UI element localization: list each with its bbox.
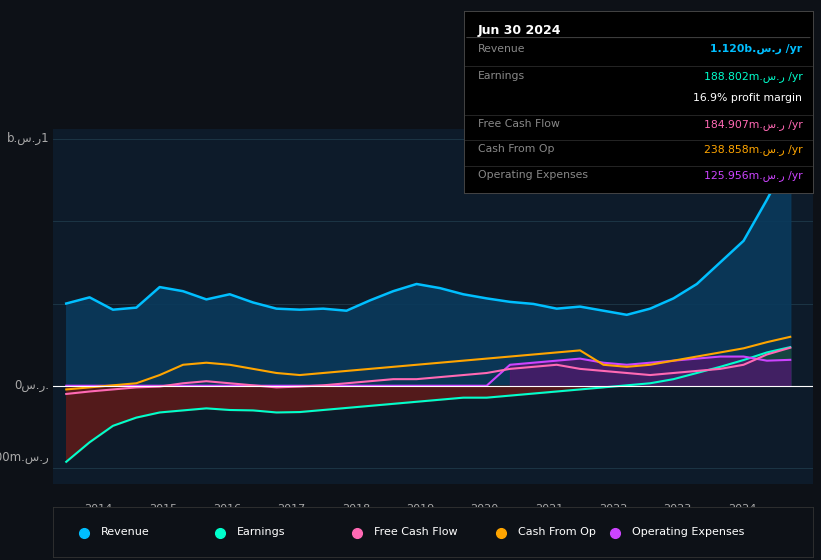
Text: 2017: 2017: [277, 504, 305, 514]
Text: 238.858m.س.ر /yr: 238.858m.س.ر /yr: [704, 144, 802, 155]
Text: Jun 30 2024: Jun 30 2024: [478, 24, 562, 37]
Text: 2018: 2018: [342, 504, 370, 514]
Text: 2014: 2014: [85, 504, 112, 514]
Text: 2023: 2023: [663, 504, 692, 514]
Text: Operating Expenses: Operating Expenses: [478, 170, 588, 180]
Text: Cash From Op: Cash From Op: [518, 527, 596, 537]
Text: 2020: 2020: [470, 504, 498, 514]
Text: 2021: 2021: [534, 504, 563, 514]
Text: 16.9% profit margin: 16.9% profit margin: [694, 93, 802, 103]
Text: Free Cash Flow: Free Cash Flow: [374, 527, 457, 537]
Text: 188.802m.س.ر /yr: 188.802m.س.ر /yr: [704, 71, 802, 82]
Text: 125.956m.س.ر /yr: 125.956m.س.ر /yr: [704, 170, 802, 180]
Text: 1.120b.س.ر /yr: 1.120b.س.ر /yr: [710, 44, 802, 54]
Text: Revenue: Revenue: [100, 527, 149, 537]
Text: Earnings: Earnings: [478, 71, 525, 81]
Text: 2016: 2016: [213, 504, 241, 514]
Text: 2024: 2024: [727, 504, 756, 514]
Text: -400m.س.ر: -400m.س.ر: [0, 451, 49, 464]
Text: Cash From Op: Cash From Op: [478, 144, 554, 154]
Text: b.س.ر1: b.س.ر1: [7, 132, 49, 146]
Text: 2019: 2019: [406, 504, 434, 514]
Text: Free Cash Flow: Free Cash Flow: [478, 119, 560, 129]
Text: Earnings: Earnings: [237, 527, 286, 537]
Text: 2015: 2015: [149, 504, 177, 514]
Text: Revenue: Revenue: [478, 44, 525, 54]
Text: 2022: 2022: [599, 504, 627, 514]
Text: 0س.ر.: 0س.ر.: [15, 379, 49, 392]
Text: Operating Expenses: Operating Expenses: [632, 527, 745, 537]
Text: 184.907m.س.ر /yr: 184.907m.س.ر /yr: [704, 119, 802, 129]
